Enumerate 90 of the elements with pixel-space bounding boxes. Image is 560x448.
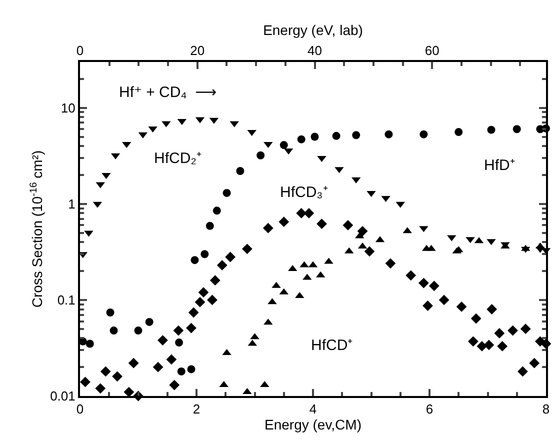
annotation: Hf⁺ + CD₄ ⟶ (119, 84, 217, 101)
point (198, 287, 209, 298)
point (187, 365, 196, 374)
y-tick-label: 10 (60, 100, 76, 116)
point (175, 338, 184, 347)
point (494, 328, 505, 338)
point (518, 366, 528, 377)
point (422, 300, 433, 311)
point (128, 358, 139, 368)
point (206, 222, 214, 230)
point (242, 244, 252, 254)
point (100, 366, 111, 377)
y-tick-label: 0.1 (57, 292, 76, 308)
point (236, 167, 244, 175)
point (438, 294, 450, 306)
point (222, 188, 231, 197)
x2-axis-title: Energy (eV, lab) (263, 22, 363, 38)
point (497, 340, 508, 352)
point (310, 132, 319, 141)
point (316, 218, 327, 230)
point (520, 324, 531, 334)
point (420, 130, 428, 138)
point (384, 130, 393, 138)
point (428, 280, 440, 292)
x-tick-label: 6 (426, 402, 434, 417)
point (173, 325, 184, 336)
annotation: HfCD₃⁺ (280, 184, 328, 201)
x-tick-label: 8 (542, 402, 550, 417)
point (487, 126, 496, 134)
point (207, 294, 218, 306)
point (188, 307, 199, 318)
point (280, 141, 288, 150)
point (484, 340, 494, 350)
point (304, 208, 314, 218)
point (256, 151, 265, 160)
point (418, 278, 429, 288)
point (296, 208, 307, 218)
x-tick-label: 4 (309, 402, 317, 417)
point (177, 367, 186, 376)
point (470, 313, 482, 324)
point (194, 296, 206, 308)
point (225, 252, 236, 262)
point (186, 322, 196, 334)
y-tick-label: 0.01 (50, 388, 76, 404)
point (456, 302, 467, 312)
point (166, 354, 177, 365)
point (80, 376, 90, 388)
point (134, 326, 142, 335)
annotation: HfD⁺ (484, 157, 515, 174)
x2-tick-label: 60 (424, 42, 440, 58)
point (210, 275, 220, 286)
point (95, 383, 106, 394)
point (508, 325, 518, 336)
point (158, 335, 168, 346)
x2-tick-label: 20 (190, 42, 205, 58)
point (512, 125, 521, 134)
point (145, 318, 154, 326)
point (454, 128, 463, 136)
x2-tick-label: 40 (308, 42, 322, 58)
point (112, 371, 122, 382)
point (352, 131, 360, 140)
point (106, 308, 114, 316)
x-tick-label: 0 (76, 402, 84, 417)
point (332, 132, 340, 140)
point (86, 340, 94, 348)
point (529, 358, 540, 368)
point (190, 256, 199, 264)
point (468, 336, 478, 347)
x-axis-title: Energy (ev,CM) (264, 416, 362, 433)
annotation: HfCD₂⁺ (154, 150, 202, 167)
point (297, 135, 306, 144)
y-tick-label: 1 (68, 196, 76, 212)
x-tick-label: 2 (192, 402, 200, 417)
point (278, 216, 290, 228)
point (342, 220, 354, 230)
point (124, 386, 134, 398)
point (357, 226, 368, 236)
point (216, 260, 228, 270)
point (200, 250, 209, 258)
point (262, 222, 274, 234)
point (212, 206, 221, 215)
x2-tick-label: 0 (76, 42, 84, 58)
point (406, 270, 416, 281)
point (385, 258, 396, 269)
point (364, 246, 375, 257)
point (169, 380, 180, 390)
point (486, 304, 498, 314)
point (152, 362, 164, 372)
point (110, 326, 118, 335)
annotation: HfCD⁺ (311, 337, 353, 354)
